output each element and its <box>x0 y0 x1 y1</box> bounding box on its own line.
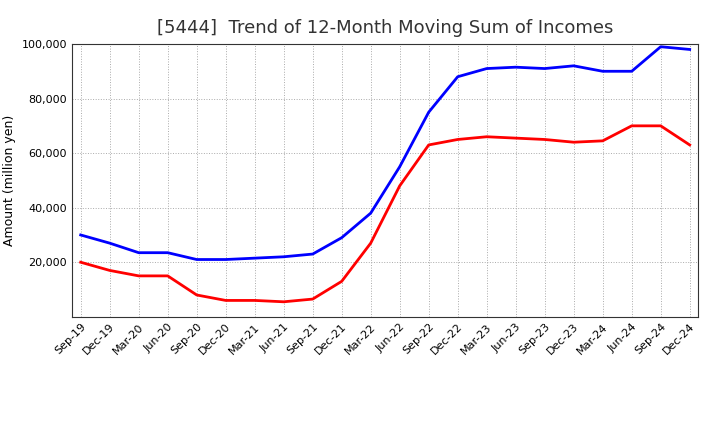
Net Income <box>598 138 607 143</box>
Net Income <box>366 241 375 246</box>
Legend: Ordinary Income, Net Income: Ordinary Income, Net Income <box>241 438 529 440</box>
Title: [5444]  Trend of 12-Month Moving Sum of Incomes: [5444] Trend of 12-Month Moving Sum of I… <box>157 19 613 37</box>
Ordinary Income <box>163 250 172 255</box>
Ordinary Income <box>454 74 462 79</box>
Ordinary Income <box>570 63 578 69</box>
Ordinary Income <box>76 232 85 238</box>
Net Income <box>570 139 578 145</box>
Ordinary Income <box>627 69 636 74</box>
Line: Net Income: Net Income <box>81 126 690 302</box>
Net Income <box>685 142 694 147</box>
Net Income <box>76 260 85 265</box>
Ordinary Income <box>135 250 143 255</box>
Net Income <box>511 136 520 141</box>
Net Income <box>395 183 404 188</box>
Ordinary Income <box>192 257 201 262</box>
Net Income <box>105 268 114 273</box>
Net Income <box>482 134 491 139</box>
Ordinary Income <box>685 47 694 52</box>
Ordinary Income <box>221 257 230 262</box>
Net Income <box>541 137 549 142</box>
Net Income <box>627 123 636 128</box>
Ordinary Income <box>338 235 346 240</box>
Net Income <box>338 279 346 284</box>
Ordinary Income <box>598 69 607 74</box>
Ordinary Income <box>279 254 288 260</box>
Net Income <box>424 142 433 147</box>
Ordinary Income <box>482 66 491 71</box>
Ordinary Income <box>541 66 549 71</box>
Ordinary Income <box>511 65 520 70</box>
Ordinary Income <box>308 251 317 257</box>
Net Income <box>192 292 201 297</box>
Net Income <box>279 299 288 304</box>
Net Income <box>454 137 462 142</box>
Ordinary Income <box>105 241 114 246</box>
Net Income <box>251 298 259 303</box>
Line: Ordinary Income: Ordinary Income <box>81 47 690 260</box>
Net Income <box>221 298 230 303</box>
Ordinary Income <box>424 110 433 115</box>
Net Income <box>163 273 172 279</box>
Net Income <box>308 297 317 302</box>
Ordinary Income <box>395 164 404 169</box>
Y-axis label: Amount (million yen): Amount (million yen) <box>3 115 16 246</box>
Net Income <box>657 123 665 128</box>
Net Income <box>135 273 143 279</box>
Ordinary Income <box>657 44 665 49</box>
Ordinary Income <box>366 210 375 216</box>
Ordinary Income <box>251 256 259 261</box>
